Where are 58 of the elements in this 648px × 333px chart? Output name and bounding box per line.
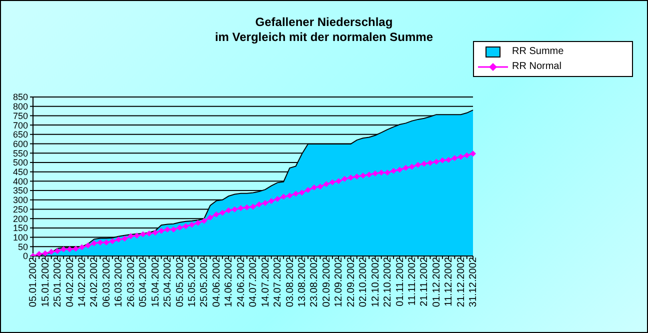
x-tick-label: 25.05.2002 xyxy=(199,256,210,308)
x-tick-label: 03.08.2002 xyxy=(284,256,296,308)
x-tick-label: 14.06.2002 xyxy=(224,256,235,308)
y-tick-label: 150 xyxy=(12,223,28,234)
x-tick-label: 01.12.2002 xyxy=(431,256,442,308)
x-tick-label: 22.09.2002 xyxy=(346,256,357,308)
x-tick-label: 14.02.2002 xyxy=(76,256,88,308)
y-tick-label: 0 xyxy=(22,251,28,262)
y-tick-label: 300 xyxy=(12,195,28,206)
y-tick-label: 250 xyxy=(12,204,28,214)
x-tick-label: 24.07.2002 xyxy=(272,256,284,308)
x-tick-label: 11.11.2002 xyxy=(406,256,418,306)
x-tick-label: 12.09.2002 xyxy=(334,256,345,308)
y-tick-label: 350 xyxy=(12,186,28,196)
y-tick-label: 100 xyxy=(12,232,28,242)
x-tick-label: 16.03.2002 xyxy=(114,256,125,308)
x-tick-label: 21.12.2002 xyxy=(456,256,467,308)
y-tick-label: 400 xyxy=(12,176,28,186)
y-tick-label: 550 xyxy=(12,148,28,158)
legend-label: RR Normal xyxy=(512,60,562,74)
y-tick-label: 800 xyxy=(12,102,28,112)
x-tick-label: 14.07.2002 xyxy=(260,256,272,308)
x-tick-label: 15.04.2002 xyxy=(150,256,162,308)
x-tick-label: 02.09.2002 xyxy=(321,256,332,308)
y-tick-label: 650 xyxy=(12,130,28,140)
x-tick-label: 04.07.2002 xyxy=(248,256,260,308)
x-tick-label: 25.01.2002 xyxy=(52,256,64,308)
x-tick-label: 15.05.2002 xyxy=(186,256,198,308)
x-tick-label: 05.05.2002 xyxy=(174,256,186,308)
y-tick-label: 50 xyxy=(18,242,28,252)
chart-title: Gefallener Niederschlag im Vergleich mit der normalen Summe xyxy=(214,15,434,45)
legend-label: RR Summe xyxy=(512,45,564,59)
x-tick-label: 04.02.2002 xyxy=(64,256,76,308)
x-tick-label: 24.02.2002 xyxy=(89,256,100,308)
x-tick-label: 12.10.2002 xyxy=(370,256,382,308)
x-tick-label: 04.06.2002 xyxy=(211,256,222,308)
x-tick-label: 06.03.2002 xyxy=(101,256,112,308)
x-tick-label: 22.10.2002 xyxy=(382,256,394,308)
x-tick-label: 15.01.2002 xyxy=(40,256,52,308)
x-tick-label: 24.06.2002 xyxy=(236,256,247,308)
y-tick-label: 500 xyxy=(12,158,28,168)
x-tick-label: 05.04.2002 xyxy=(138,256,150,308)
x-tick-label: 25.04.2002 xyxy=(162,256,174,308)
x-tick-label: 01.11.2002 xyxy=(394,256,406,306)
x-tick-label: 21.11.2002 xyxy=(419,256,430,306)
y-tick-label: 850 xyxy=(12,92,28,102)
x-tick-label: 13.08.2002 xyxy=(296,256,308,308)
y-tick-label: 450 xyxy=(12,167,28,178)
x-tick-label: 11.12.2002 xyxy=(444,256,455,306)
x-tick-label: 05.01.2002 xyxy=(28,256,40,308)
x-tick-label: 31.12.2002 xyxy=(468,256,480,308)
y-tick-label: 200 xyxy=(12,214,28,224)
x-tick-label: 02.10.2002 xyxy=(358,256,370,308)
y-tick-label: 750 xyxy=(12,110,28,121)
x-tick-label: 26.03.2002 xyxy=(126,256,137,308)
x-tick-label: 23.08.2002 xyxy=(309,256,320,308)
y-tick-label: 600 xyxy=(12,138,28,149)
y-tick-label: 700 xyxy=(12,120,28,130)
